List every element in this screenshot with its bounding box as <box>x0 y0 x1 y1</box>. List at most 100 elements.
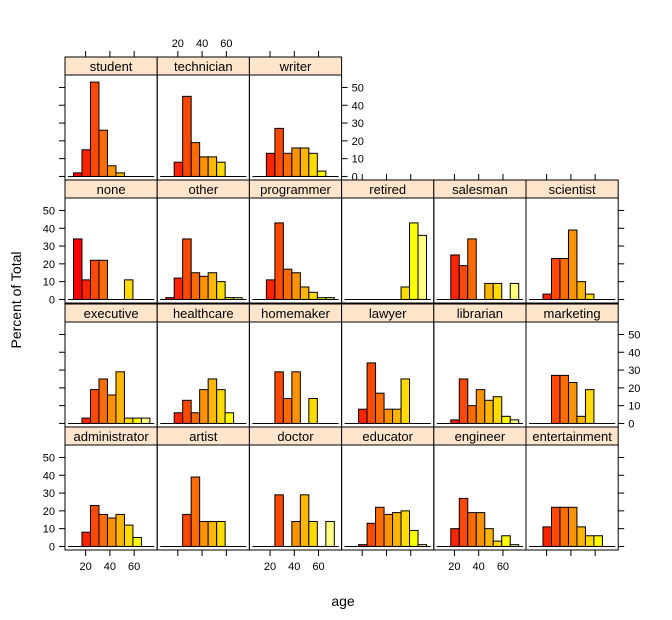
bar-educator-6 <box>400 510 411 547</box>
x-axis-col-5 <box>526 174 619 181</box>
bar-healthcare-5 <box>207 378 218 424</box>
bar-scientist-6 <box>584 293 595 300</box>
bar-none-3 <box>98 259 108 300</box>
panel-artist: artist <box>156 426 250 551</box>
bar-engineer-1 <box>450 528 460 547</box>
bar-healthcare-3 <box>190 412 201 424</box>
y-tick-label: 40 <box>352 100 364 112</box>
x-tick-label: 20 <box>264 561 276 573</box>
x-tick-label: 20 <box>448 561 460 573</box>
panel-programmer: programmer <box>248 179 343 304</box>
y-axis-row-3 <box>618 456 625 547</box>
bar-technician-4 <box>199 156 209 177</box>
bar-entertainment-7 <box>593 535 603 547</box>
bar-engineer-5 <box>484 528 494 547</box>
bar-engineer-8 <box>509 544 520 547</box>
y-tick-label: 20 <box>352 136 364 148</box>
bar-doctor-8 <box>325 521 335 547</box>
panel-other: other <box>156 179 250 304</box>
bar-writer-1 <box>265 152 276 177</box>
bar-executive-4 <box>106 394 117 424</box>
bar-educator-4 <box>383 513 394 547</box>
bar-artist-6 <box>216 521 226 547</box>
bar-artist-5 <box>207 521 218 547</box>
bar-entertainment-6 <box>584 535 595 547</box>
y-tick-label: 10 <box>628 401 640 413</box>
x-axis-title: age <box>331 593 355 609</box>
bar-student-2 <box>89 81 100 177</box>
bar-doctor-2 <box>274 494 284 547</box>
bar-administrator-5 <box>115 513 125 547</box>
bar-entertainment-2 <box>550 506 561 547</box>
x-axis-col-1: 20 40 60 <box>157 38 250 58</box>
y-tick-label: 50 <box>352 82 364 94</box>
bar-entertainment-4 <box>567 506 578 547</box>
bar-other-6 <box>216 281 226 300</box>
bar-student-4 <box>106 165 117 177</box>
bar-other-7 <box>224 297 235 300</box>
panel-educator: educator <box>341 426 435 551</box>
y-axis-row-3: 0 10 20 30 40 50 <box>43 452 65 553</box>
x-axis-col-1 <box>157 549 250 556</box>
panel-administrator: administrator <box>64 426 158 551</box>
bar-healthcare-6 <box>216 389 226 424</box>
strip-label-healthcare: healthcare <box>173 306 234 321</box>
panel-executive: executive <box>64 303 158 428</box>
y-tick-label: 40 <box>628 347 640 359</box>
y-axis-row-0: 0 10 20 30 40 50 <box>341 82 364 183</box>
bar-healthcare-4 <box>199 389 209 424</box>
bar-entertainment-1 <box>542 526 552 547</box>
bar-student-1 <box>81 149 91 177</box>
strip-label-other: other <box>188 182 218 197</box>
bar-lawyer-1 <box>358 408 368 424</box>
bar-administrator-4 <box>106 517 117 547</box>
y-tick-label: 0 <box>628 418 634 430</box>
bar-entertainment-3 <box>559 506 569 547</box>
y-axis-row-2 <box>59 333 65 424</box>
bar-artist-4 <box>199 521 209 547</box>
bar-marketing-2 <box>550 374 561 424</box>
strip-label-educator: educator <box>362 429 413 444</box>
bar-executive-8 <box>140 417 151 424</box>
bar-artist-3 <box>190 476 201 547</box>
x-tick-label: 40 <box>196 38 208 50</box>
x-axis-col-4 <box>433 174 526 181</box>
bar-homemaker-3 <box>282 398 293 424</box>
panel-engineer: engineer <box>433 426 527 551</box>
panel-technician: technician <box>156 56 250 181</box>
bar-writer-2 <box>274 127 284 177</box>
bar-homemaker-2 <box>274 371 284 424</box>
bar-writer-5 <box>299 147 310 177</box>
x-axis-col-2: 20 40 60 <box>249 549 342 573</box>
strip-label-engineer: engineer <box>455 429 506 444</box>
panel-scientist: scientist <box>525 179 619 304</box>
x-axis-col-3 <box>341 174 434 181</box>
bar-scientist-5 <box>576 281 586 300</box>
bar-salesman-1 <box>450 254 460 300</box>
x-axis-col-3 <box>341 549 434 556</box>
bar-programmer-4 <box>291 272 301 300</box>
strip-label-student: student <box>90 59 133 74</box>
bar-librarian-3 <box>467 405 477 424</box>
bar-writer-6 <box>308 152 318 177</box>
strip-label-scientist: scientist <box>549 182 596 197</box>
bar-none-0 <box>72 238 83 300</box>
bar-lawyer-2 <box>366 362 377 424</box>
x-tick-label: 60 <box>497 561 509 573</box>
y-tick-label: 50 <box>43 452 55 464</box>
bar-engineer-3 <box>467 512 477 547</box>
bar-programmer-6 <box>308 291 318 300</box>
bar-marketing-3 <box>559 374 569 424</box>
bar-engineer-4 <box>475 512 486 547</box>
bar-scientist-2 <box>550 258 561 300</box>
bar-technician-1 <box>173 161 184 177</box>
bar-engineer-2 <box>458 497 469 547</box>
bar-administrator-1 <box>81 531 91 547</box>
bar-engineer-6 <box>492 540 503 547</box>
bar-administrator-3 <box>98 513 108 547</box>
bar-educator-5 <box>392 512 402 547</box>
strip-label-entertainment: entertainment <box>532 429 612 444</box>
bar-technician-6 <box>216 161 226 177</box>
bar-marketing-5 <box>576 415 586 424</box>
bar-scientist-1 <box>542 293 552 300</box>
